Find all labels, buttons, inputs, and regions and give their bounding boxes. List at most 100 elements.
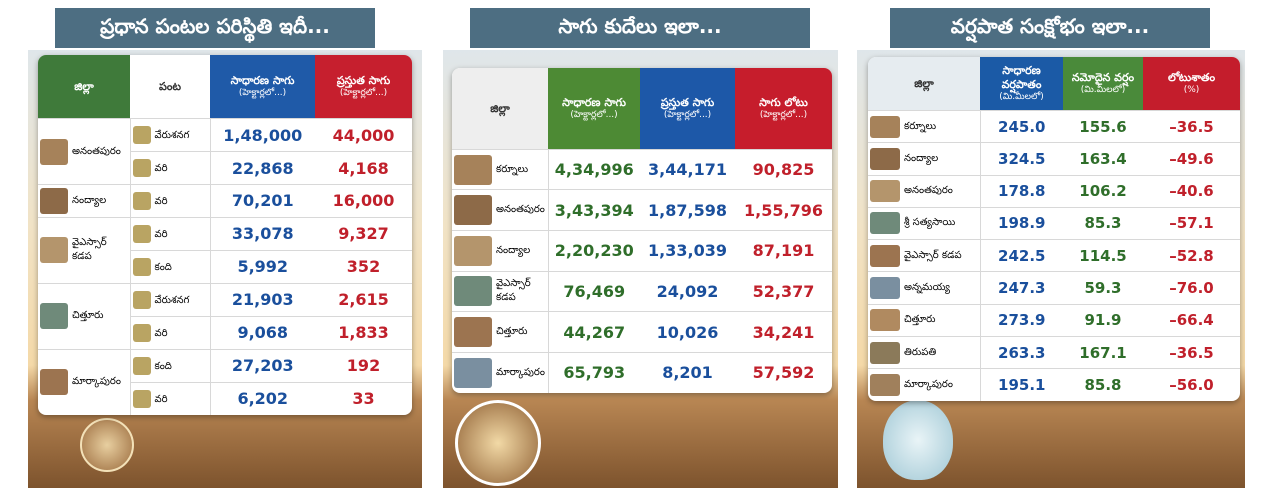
district-cell: మార్కాపురం — [452, 351, 549, 393]
crop-icon — [132, 257, 151, 276]
column-header: నమోదైన వర్షం (మి.మీలలో) — [1063, 57, 1143, 111]
district-image — [40, 187, 68, 214]
table-row: మార్కాపురం 65,793 8,201 57,592 — [452, 351, 832, 393]
water-drop — [883, 400, 953, 480]
table-row: కర్నూలు 4,34,996 3,44,171 90,825 — [452, 148, 832, 190]
crop-name: వరి — [154, 228, 168, 240]
value-cell: –49.6 — [1143, 142, 1240, 176]
header-label: లోటుశాతం — [1167, 70, 1216, 84]
district-name: వైఎస్సార్ కడప — [904, 249, 962, 261]
district-name: నంద్యాల — [904, 152, 939, 164]
district-cell: మార్కాపురం — [38, 348, 131, 415]
header-unit: (%) — [1183, 84, 1200, 95]
value-cell: –76.0 — [1143, 271, 1240, 305]
value-cell: 44,267 — [548, 311, 640, 353]
current-area: 1,833 — [315, 315, 412, 350]
district-image — [870, 212, 900, 235]
value-cell: 34,241 — [735, 311, 832, 353]
header-label: పంట — [159, 79, 181, 93]
district-cell: వైఎస్సార్ కడప — [868, 239, 981, 272]
header-row: జిల్లా సాధారణ వర్షపాతం (మి.మీలలో) నమోదైన వర… — [868, 57, 1240, 111]
district-cell: అనంతపురం — [868, 174, 981, 208]
district-name: చిత్తూరు — [496, 326, 528, 338]
district-cell: శ్రీ సత్యసాయి — [868, 206, 981, 240]
value-cell: –36.5 — [1143, 109, 1240, 143]
normal-area: 9,068 — [210, 315, 315, 350]
crop-name: కంది — [154, 360, 172, 372]
header-label: జిల్లా — [490, 101, 510, 115]
header-label: సాధారణ సాగు — [562, 95, 626, 109]
crop-name: వేరుశనగ — [154, 130, 190, 142]
value-cell: 52,377 — [735, 270, 832, 312]
header-unit: (హెక్టార్లలో...) — [339, 87, 388, 98]
district-image — [454, 154, 492, 185]
table-row: నంద్యాల 2,20,230 1,33,039 87,191 — [452, 230, 832, 272]
value-cell: 155.6 — [1063, 109, 1143, 143]
column-header: సాధారణ సాగు (హెక్టార్లలో...) — [210, 55, 315, 119]
normal-area: 21,903 — [210, 282, 315, 317]
district-name: అనంతపురం — [72, 145, 121, 157]
district-cell: వైఎస్సార్ కడప — [38, 216, 131, 284]
panel-crops: జిల్లా పంట సాధారణ సాగు (హెక్టార్లలో...) ప్రస… — [28, 50, 422, 488]
district-cell: అన్నమయ్య — [868, 271, 981, 305]
value-cell: 1,87,598 — [640, 189, 735, 231]
crop-cell: కంది — [130, 249, 211, 284]
value-cell: 263.3 — [980, 335, 1063, 369]
panel-cultivation: జిల్లా సాధారణ సాగు (హెక్టార్లలో...) ప్రస్తు… — [443, 50, 838, 488]
header-label: సాగు లోటు — [759, 95, 808, 109]
value-cell: –40.6 — [1143, 174, 1240, 208]
crop-name: వరి — [154, 195, 168, 207]
value-cell: 10,026 — [640, 311, 735, 353]
header-label: నమోదైన వర్షం — [1071, 70, 1135, 84]
district-cell: కర్నూలు — [868, 109, 981, 143]
panel-title: వర్షపాత సంక్షోభం ఇలా... — [890, 8, 1210, 48]
normal-area: 70,201 — [210, 184, 315, 218]
table-row: నంద్యాల వరి 70,201 16,000 — [38, 184, 412, 218]
header-unit: (హెక్టార్లలో...) — [570, 109, 618, 120]
district-image — [870, 309, 900, 332]
district-name: నంద్యాల — [72, 194, 107, 206]
value-cell: –52.8 — [1143, 239, 1240, 272]
district-cell: కర్నూలు — [452, 148, 549, 190]
value-cell: 324.5 — [980, 142, 1063, 176]
value-cell: 85.3 — [1063, 206, 1143, 240]
district-cell: మార్కాపురం — [868, 368, 981, 401]
header-label: ప్రస్తుత సాగు — [660, 95, 715, 109]
district-name: తిరుపతి — [904, 346, 937, 358]
value-cell: 198.9 — [980, 206, 1063, 240]
normal-area: 6,202 — [210, 381, 315, 415]
value-cell: –57.1 — [1143, 206, 1240, 240]
data-table: జిల్లా పంట సాధారణ సాగు (హెక్టార్లలో...) ప్రస… — [38, 55, 412, 415]
value-cell: 3,44,171 — [640, 148, 735, 190]
crop-name: కంది — [154, 261, 172, 273]
district-name: నంద్యాల — [496, 244, 531, 256]
table-row: వరి 22,868 4,168 — [38, 151, 412, 185]
value-cell: 242.5 — [980, 239, 1063, 272]
data-table: జిల్లా సాధారణ సాగు (హెక్టార్లలో...) ప్రస్తు… — [452, 68, 832, 393]
crop-cell: వేరుశనగ — [130, 118, 211, 152]
crop-icon — [132, 224, 151, 243]
header-label: ప్రస్తుత సాగు — [336, 74, 391, 88]
table-row: చిత్తూరు 273.9 91.9 –66.4 — [868, 303, 1240, 337]
value-cell: 24,092 — [640, 270, 735, 312]
normal-area: 33,078 — [210, 216, 315, 251]
district-name: చిత్తూరు — [72, 310, 104, 322]
column-header: జిల్లా — [868, 57, 980, 111]
header-unit: (మి.మీలలో) — [1080, 84, 1126, 95]
table-row: నంద్యాల 324.5 163.4 –49.6 — [868, 142, 1240, 176]
district-image — [870, 115, 900, 138]
crop-name: వరి — [154, 327, 168, 339]
column-header: జిల్లా — [452, 68, 548, 150]
header-label: జిల్లా — [74, 79, 94, 93]
value-cell: 245.0 — [980, 109, 1063, 143]
data-table: జిల్లా సాధారణ వర్షపాతం (మి.మీలలో) నమోదైన వర… — [868, 57, 1240, 401]
crop-icon — [132, 191, 151, 210]
district-name: మార్కాపురం — [496, 366, 545, 378]
column-header: పంట — [130, 55, 210, 119]
value-cell: 178.8 — [980, 174, 1063, 208]
value-cell: 114.5 — [1063, 239, 1143, 272]
crop-cell: వరి — [130, 315, 211, 350]
crop-icon — [132, 290, 151, 309]
current-area: 192 — [315, 348, 412, 383]
crop-icon — [132, 159, 151, 178]
